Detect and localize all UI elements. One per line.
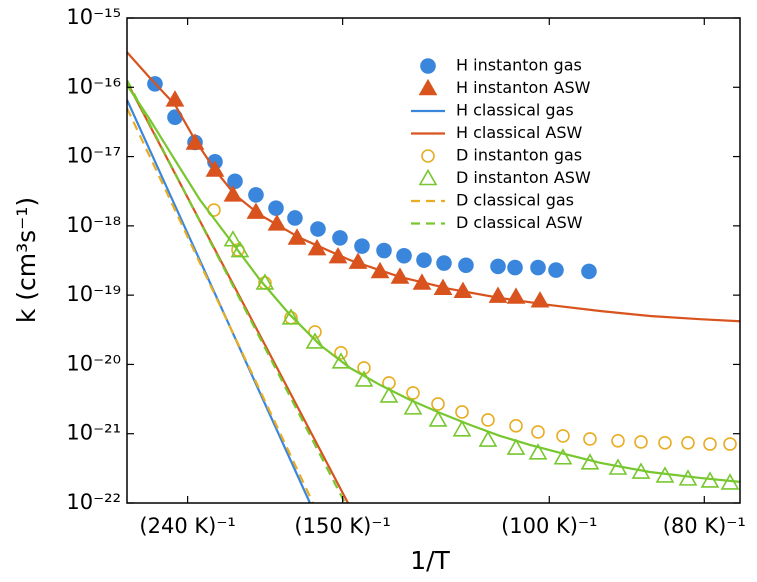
marker xyxy=(436,255,452,271)
y-axis-label: k (cm³s⁻¹) xyxy=(12,197,41,323)
marker xyxy=(331,352,351,369)
legend-label: H instanton ASW xyxy=(456,78,591,97)
series-line xyxy=(127,79,346,503)
y-tick-label: 10⁻¹⁸ xyxy=(66,213,121,237)
legend-label: H classical ASW xyxy=(456,123,583,142)
y-tick-label: 10⁻²¹ xyxy=(66,421,121,445)
marker xyxy=(334,346,348,360)
marker xyxy=(354,238,370,254)
legend-marker xyxy=(420,58,436,74)
marker xyxy=(548,262,564,278)
marker xyxy=(703,437,717,451)
legend-label: D instanton gas xyxy=(456,146,582,165)
marker xyxy=(227,173,243,190)
legend-marker xyxy=(421,149,435,163)
marker xyxy=(406,386,420,400)
series-line xyxy=(127,51,740,323)
legend-label: D classical gas xyxy=(456,191,574,210)
marker xyxy=(658,435,672,450)
marker xyxy=(403,398,423,415)
marker xyxy=(452,420,472,437)
x-tick-label: (80 K)⁻¹ xyxy=(663,514,746,538)
marker xyxy=(634,435,648,449)
legend-label: D classical ASW xyxy=(456,213,583,232)
marker xyxy=(248,187,264,203)
legend-label: D instanton ASW xyxy=(456,168,591,187)
marker xyxy=(287,210,303,226)
marker xyxy=(268,200,284,216)
marker xyxy=(305,332,325,349)
marker xyxy=(481,413,495,427)
y-tick-label: 10⁻¹⁷ xyxy=(66,144,121,168)
y-tick-label: 10⁻¹⁵ xyxy=(66,5,121,29)
y-tick-label: 10⁻¹⁶ xyxy=(66,74,121,98)
legend-marker xyxy=(418,78,438,96)
y-tick-label: 10⁻²⁰ xyxy=(66,351,121,375)
series-line xyxy=(127,84,740,483)
y-tick-label: 10⁻²² xyxy=(66,490,121,514)
series-line xyxy=(127,107,314,503)
marker xyxy=(611,434,625,448)
series-line xyxy=(127,81,349,503)
marker xyxy=(581,263,597,280)
marker xyxy=(455,405,469,419)
marker xyxy=(488,286,508,303)
marker xyxy=(478,430,498,447)
marker xyxy=(376,242,392,259)
marker xyxy=(458,257,474,274)
marker xyxy=(308,325,322,339)
marker xyxy=(509,419,523,433)
marker xyxy=(583,432,597,446)
marker xyxy=(490,258,506,275)
marker xyxy=(553,448,573,465)
marker xyxy=(310,221,326,237)
legend-label: H instanton gas xyxy=(456,56,582,75)
marker xyxy=(556,429,570,443)
marker xyxy=(332,230,348,246)
marker xyxy=(428,410,448,427)
y-tick-label: 10⁻¹⁹ xyxy=(66,282,121,306)
marker xyxy=(530,259,546,276)
legend-label: H classical gas xyxy=(456,101,574,120)
marker xyxy=(506,438,526,455)
x-axis-label: 1/T xyxy=(410,546,450,575)
marker xyxy=(357,361,371,375)
marker xyxy=(379,386,399,403)
marker xyxy=(531,425,545,439)
marker xyxy=(681,435,695,450)
x-tick-label: (240 K)⁻¹ xyxy=(139,514,235,538)
marker xyxy=(281,308,301,325)
marker xyxy=(528,443,548,460)
marker xyxy=(723,437,737,451)
plot-area xyxy=(127,51,740,503)
x-tick-label: (150 K)⁻¹ xyxy=(294,514,390,538)
marker xyxy=(431,397,445,411)
plot-frame xyxy=(126,17,741,504)
legend-marker xyxy=(418,168,438,186)
x-tick-label: (100 K)⁻¹ xyxy=(501,514,597,538)
marker xyxy=(416,252,432,268)
marker xyxy=(507,259,523,276)
marker xyxy=(396,247,412,264)
